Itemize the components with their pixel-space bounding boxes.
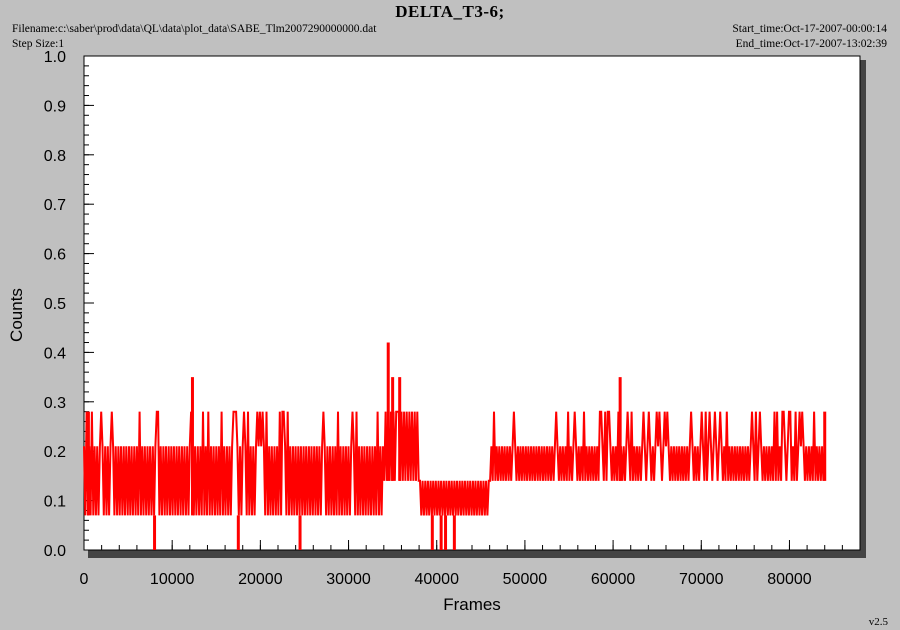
axis-labels: 0.0 0.1 0.2 0.3 0.4 0.5 0.6 0.7 0.8 0.9 1.0 0 10000 2… (44, 49, 812, 588)
y-tick-label: 0.0 (44, 543, 66, 560)
y-tick-label: 0.3 (44, 395, 66, 412)
y-tick-label: 0.2 (44, 444, 66, 461)
y-tick-label: 0.7 (44, 197, 66, 214)
x-tick-label: 70000 (679, 571, 724, 588)
start-time-label: Start_time:Oct-17-2007-00:00:14 (732, 23, 887, 35)
y-axis-label: Counts (7, 288, 26, 342)
y-tick-label: 1.0 (44, 49, 66, 66)
y-tick-label: 0.6 (44, 247, 66, 264)
end-time-label: End_time:Oct-17-2007-13:02:39 (735, 38, 887, 50)
filename-label: Filename:c:\saber\prod\data\QL\data\plot… (12, 23, 377, 35)
x-tick-label: 20000 (238, 571, 283, 588)
chart-title: DELTA_T3-6; (395, 2, 505, 21)
step-size-label: Step Size:1 (12, 38, 65, 50)
x-tick-label: 40000 (414, 571, 459, 588)
y-tick-label: 0.9 (44, 98, 66, 115)
y-tick-label: 0.8 (44, 148, 66, 165)
y-tick-label: 0.5 (44, 296, 66, 313)
version-label: v2.5 (868, 616, 888, 628)
x-tick-label: 80000 (767, 571, 812, 588)
x-tick-label: 0 (80, 571, 89, 588)
x-tick-label: 50000 (503, 571, 548, 588)
series-line (83, 410, 826, 516)
series-group (83, 342, 827, 550)
x-axis-label: Frames (443, 595, 501, 614)
x-tick-label: 60000 (591, 571, 636, 588)
x-tick-label: 10000 (150, 571, 195, 588)
y-tick-label: 0.1 (44, 494, 66, 511)
x-tick-label: 30000 (326, 571, 371, 588)
y-tick-label: 0.4 (44, 345, 66, 362)
